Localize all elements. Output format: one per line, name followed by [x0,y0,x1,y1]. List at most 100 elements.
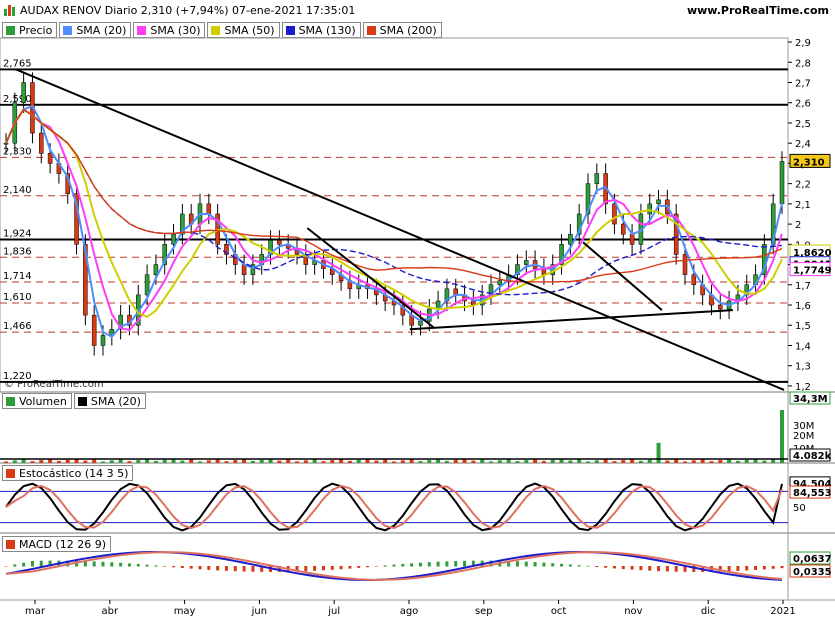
color-swatch [211,25,221,35]
month-label: dic [701,606,716,617]
site-brand[interactable]: www.ProRealTime.com [686,4,829,17]
price-candle [250,264,256,275]
volume-tick-label: 4.082k [793,451,832,462]
month-label: mar [25,606,46,617]
volume-bar [515,461,520,463]
volume-bar [506,459,511,463]
macd-legend: MACD (12 26 9) [2,536,112,552]
volume-bar [533,459,538,463]
macd-histogram-bar [630,566,634,570]
macd-histogram-bar [242,566,246,572]
price-candle [612,203,617,225]
trendline [409,309,733,331]
last-value-label: 2,310 [793,157,825,168]
stochastic-legend-item[interactable]: Estocástico (14 3 5) [2,465,134,481]
volume-bar [303,460,308,463]
price-tick-label: 1,3 [795,362,811,373]
price-candle [21,82,26,103]
macd-histogram-bar [736,566,740,571]
level-label: 2,765 [3,58,32,69]
volume-bar [586,461,590,463]
price-legend-item[interactable]: SMA (20) [59,22,132,38]
macd-histogram-bar [780,566,784,569]
volume-legend-item[interactable]: SMA (20) [73,393,146,409]
volume-bar [145,459,150,463]
month-label: sep [475,606,493,617]
macd-histogram-bar [560,563,564,567]
sma-50-line [5,108,783,319]
macd-histogram-bar [330,566,334,570]
macd-histogram-bar [216,566,220,571]
volume-bar [242,459,247,463]
color-swatch [366,25,376,35]
volume-bar [418,461,423,463]
sma-30-line [5,108,783,332]
volume-value-badge [789,448,831,462]
macd-histogram-bar [163,566,167,567]
color-swatch [285,25,295,35]
volume-bar [101,461,105,463]
volume-bar [392,461,396,463]
macd-histogram-bar [621,566,625,570]
volume-bar [127,461,132,463]
price-tick-label: 2,6 [795,99,811,110]
level-label: 1,924 [3,228,32,239]
volume-bar [365,458,370,463]
macd-histogram-bar [489,560,493,567]
volume-legend-item[interactable]: Volumen [2,393,72,409]
price-candle [497,280,503,286]
price-candle [100,335,106,346]
price-tick-label: 2,5 [795,119,811,130]
macd-histogram-bar [313,566,317,571]
macd-histogram-bar [304,566,308,572]
volume-bar [12,460,17,463]
volume-bar [647,459,652,463]
macd-value-badge [789,551,831,565]
stoch-d-line [5,484,783,530]
price-candle [206,203,212,215]
volume-bar [577,459,582,463]
level-label: 1,714 [3,271,32,282]
volume-tick-label: 30M [793,421,814,432]
volume-bar [656,442,661,463]
volume-bar [744,459,749,463]
macd-histogram-bar [110,562,114,567]
price-candle [568,233,573,245]
volume-bar [480,459,485,463]
macd-histogram-bar [251,566,255,572]
stoch-d-label: 84,553 [793,488,832,499]
volume-bar [48,459,53,463]
price-legend-item[interactable]: SMA (30) [133,22,206,38]
price-tick-label: 1,5 [795,321,811,332]
color-swatch [137,25,147,35]
price-legend-item[interactable]: SMA (200) [362,22,442,38]
price-candle [682,254,688,275]
macd-histogram-bar [136,564,140,567]
volume-bar [400,460,405,463]
level-label: 2,330 [3,146,32,157]
volume-bar [621,460,626,463]
volume-bar [250,460,255,463]
macd-histogram-bar [22,562,26,567]
macd-histogram-bar [277,566,281,572]
price-candle [594,173,600,184]
legend-label: MACD (12 26 9) [19,537,107,551]
volume-bar [709,461,714,463]
macd-histogram-bar [339,566,343,570]
level-label: 1,220 [3,371,32,382]
stoch-k-label: 94,504 [793,479,832,490]
price-candle [171,233,176,245]
volume-bar [180,460,185,463]
macd-histogram-bar [48,560,52,567]
price-candle [144,274,150,296]
volume-bar [462,458,467,463]
volume-bar [118,459,123,463]
price-legend-item[interactable]: Precio [2,22,58,38]
level-label-bg [1,182,32,195]
month-label: may [174,606,196,617]
volume-bar [780,410,784,463]
volume-bar [153,460,158,463]
price-candle [118,314,123,330]
macd-legend-item[interactable]: MACD (12 26 9) [2,536,112,552]
